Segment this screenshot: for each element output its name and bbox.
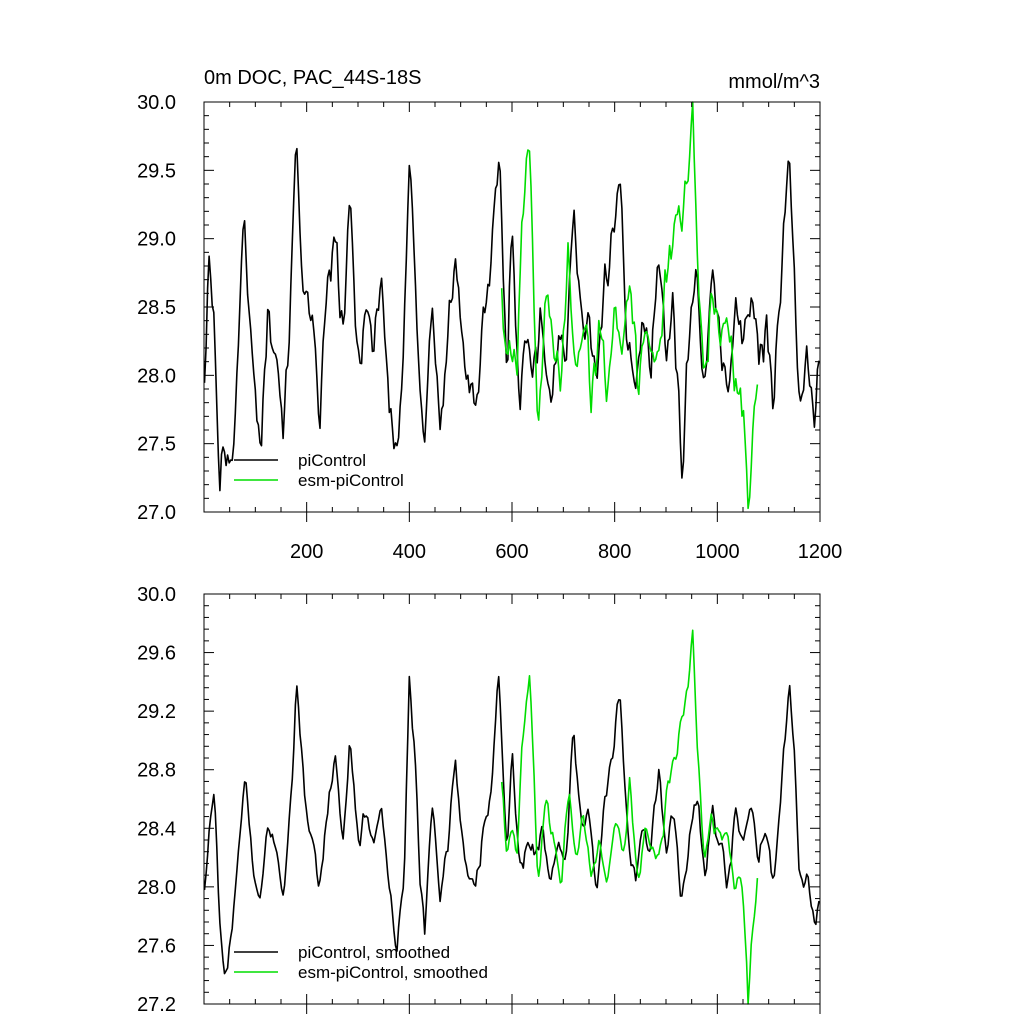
y-tick-label: 30.0	[137, 92, 176, 114]
x-tick-label: 400	[393, 541, 426, 563]
legend-label: piControl	[298, 451, 366, 470]
y-tick-label: 29.5	[137, 160, 176, 182]
y-tick-label: 29.0	[137, 229, 176, 251]
x-tick-label: 200	[290, 541, 323, 563]
chart-title: 0m DOC, PAC_44S-18S	[204, 67, 422, 89]
y-tick-label: 28.4	[137, 818, 176, 840]
plot-frame	[203, 593, 821, 1005]
y-tick-label: 30.0	[137, 584, 176, 606]
y-tick-label: 27.2	[137, 994, 176, 1016]
top-panel: 0m DOC, PAC_44S-18S mmol/m^3 27.0 27.5 28.…	[137, 67, 842, 563]
bottom-panel: 27.2 27.6 28.0 28.4 28.8 29.2 29.6 30.0 piContr…	[137, 584, 821, 1016]
y-tick-label: 28.5	[137, 297, 176, 319]
chart-units-label: mmol/m^3	[728, 71, 820, 93]
series-line-esm-picontrol	[500, 101, 759, 510]
legend-label: esm-piControl	[298, 471, 404, 490]
y-tick-label: 29.2	[137, 701, 176, 723]
y-tick-label: 27.0	[137, 502, 176, 524]
x-tick-label: 600	[495, 541, 528, 563]
x-tick-label: 1000	[695, 541, 740, 563]
y-tick-label: 27.5	[137, 434, 176, 456]
y-tick-label: 28.0	[137, 365, 176, 387]
y-tick-label: 29.6	[137, 643, 176, 665]
plot-frame	[203, 101, 821, 513]
legend-label: piControl, smoothed	[298, 943, 450, 962]
x-tick-label: 1200	[798, 541, 843, 563]
series-line-esm-picontrol-smoothed	[500, 629, 759, 1005]
y-tick-label: 28.8	[137, 760, 176, 782]
y-tick-label: 27.6	[137, 935, 176, 957]
x-tick-label: 800	[598, 541, 631, 563]
y-tick-label: 28.0	[137, 877, 176, 899]
legend-label: esm-piControl, smoothed	[298, 963, 488, 982]
series-line-picontrol-smoothed	[203, 675, 820, 975]
